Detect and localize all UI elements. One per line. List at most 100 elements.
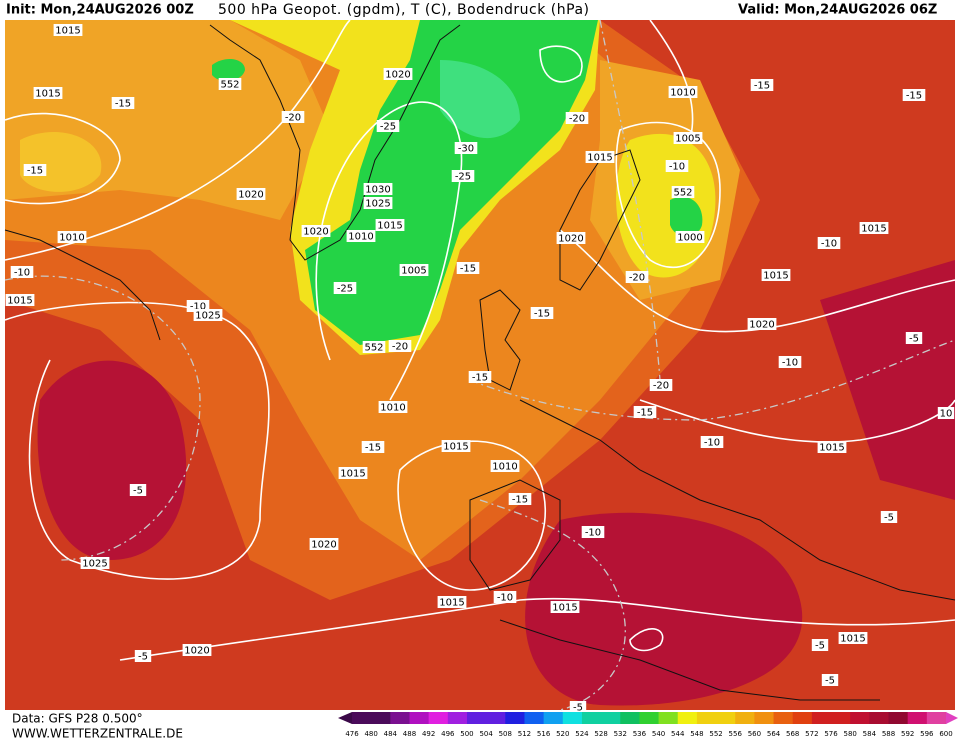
colorbar-swatch <box>447 712 468 724</box>
colorbar-label: 512 <box>518 730 531 738</box>
label-box <box>817 237 841 249</box>
contour-label: 1000 <box>677 233 702 244</box>
colorbar-label: 504 <box>479 730 493 738</box>
contour-label: -15 <box>460 264 476 275</box>
contour-label: -5 <box>909 334 919 345</box>
colorbar-swatch <box>505 712 525 724</box>
contour-label: 552 <box>673 188 692 199</box>
contour-label: -15 <box>365 443 381 454</box>
label-box <box>5 294 35 306</box>
label-box <box>750 79 774 91</box>
colorbar-swatch <box>390 712 410 724</box>
contour-label: -10 <box>669 162 685 173</box>
label-box <box>649 379 673 391</box>
website: WWW.WETTERZENTRALE.DE <box>12 727 183 741</box>
contour-label: 552 <box>220 80 239 91</box>
colorbar-swatch <box>754 712 775 724</box>
label-box <box>838 632 868 644</box>
label-box <box>493 591 517 603</box>
greenland-coast <box>209 24 461 261</box>
label-box <box>625 271 649 283</box>
colorbar-swatch <box>524 712 545 724</box>
colorbar-swatch <box>869 712 890 724</box>
label-box <box>53 24 83 36</box>
contour-label: -5 <box>884 513 894 524</box>
isotherm <box>599 19 661 381</box>
contour-label: 1005 <box>675 134 700 145</box>
colorbar-label: 568 <box>786 730 799 738</box>
label-box <box>134 650 152 662</box>
colorbar-swatch <box>620 712 640 724</box>
label-box <box>33 87 63 99</box>
isobar <box>539 45 583 83</box>
colorbar-label: 476 <box>345 730 359 738</box>
label-box <box>10 266 34 278</box>
contour-label: -10 <box>585 528 601 539</box>
colorbar-label: 488 <box>403 730 416 738</box>
contour-label: -5 <box>133 486 143 497</box>
label-box <box>346 230 376 242</box>
contour-label: -5 <box>138 652 148 663</box>
isobar <box>4 112 121 205</box>
colorbar-label: 552 <box>709 730 722 738</box>
green-core <box>440 60 520 139</box>
colorbar-label: 564 <box>767 730 781 738</box>
colorbar-label: 520 <box>556 730 569 738</box>
colorbar-label: 516 <box>537 730 551 738</box>
contour-label: 1015 <box>443 442 468 453</box>
label-box <box>454 142 478 154</box>
label-box <box>673 132 703 144</box>
contour-label: 1020 <box>238 190 263 201</box>
contour-label: 1015 <box>587 153 612 164</box>
canada-coast <box>4 229 161 341</box>
map-labels: 1015 1015 -15 -15 1010 -10 1015 1020 -20 552 1020 -… <box>5 24 955 714</box>
colorbar-swatch <box>543 712 564 724</box>
label-box <box>675 231 705 243</box>
colorbar-swatch <box>639 712 660 724</box>
contour-label: 1015 <box>7 296 32 307</box>
label-box <box>565 112 589 124</box>
contour-label: -15 <box>754 81 770 92</box>
colorbar-swatch <box>888 712 909 724</box>
label-box <box>441 440 471 452</box>
contour-label: -5 <box>825 676 835 687</box>
contour-label: 1020 <box>749 320 774 331</box>
label-box <box>581 526 605 538</box>
contour-label: 1020 <box>558 234 583 245</box>
colorbar-label: 528 <box>594 730 607 738</box>
isobar <box>315 101 463 401</box>
contour-label: 1010 <box>492 462 517 473</box>
label-box <box>490 460 520 472</box>
contour-label: -10 <box>190 302 206 313</box>
contour-label: 1025 <box>195 311 220 322</box>
contour-label: -10 <box>821 239 837 250</box>
colorbar-swatch <box>850 712 870 724</box>
colorbar-label: 532 <box>614 730 627 738</box>
label-box <box>80 557 110 569</box>
contour-label: -5 <box>815 641 825 652</box>
contour-label: 1010 <box>59 233 84 244</box>
dark-red-south <box>525 512 803 706</box>
colorbar-swatch <box>601 712 621 724</box>
yellow-blob-west <box>20 132 102 192</box>
colorbar-label: 588 <box>882 730 895 738</box>
colorbar-label: 576 <box>824 730 838 738</box>
colorbar-swatch <box>658 712 679 724</box>
label-box <box>585 151 615 163</box>
contour-label: -15 <box>512 495 528 506</box>
green-region <box>305 20 598 345</box>
colorbar-swatch <box>428 712 449 724</box>
contour-label: -25 <box>455 172 471 183</box>
colorbar-label: 584 <box>863 730 877 738</box>
colorbar-swatch <box>466 712 487 724</box>
colorbar-label: 544 <box>671 730 685 738</box>
label-box <box>182 644 212 656</box>
isobar <box>559 229 956 333</box>
contour-label: -20 <box>569 114 585 125</box>
contour-label: 1010 <box>670 88 695 99</box>
label-box <box>761 269 791 281</box>
valid-time: Valid: Mon,24AUG2026 06Z <box>738 3 937 18</box>
contour-label: 552 <box>364 343 383 354</box>
label-box <box>378 401 408 413</box>
